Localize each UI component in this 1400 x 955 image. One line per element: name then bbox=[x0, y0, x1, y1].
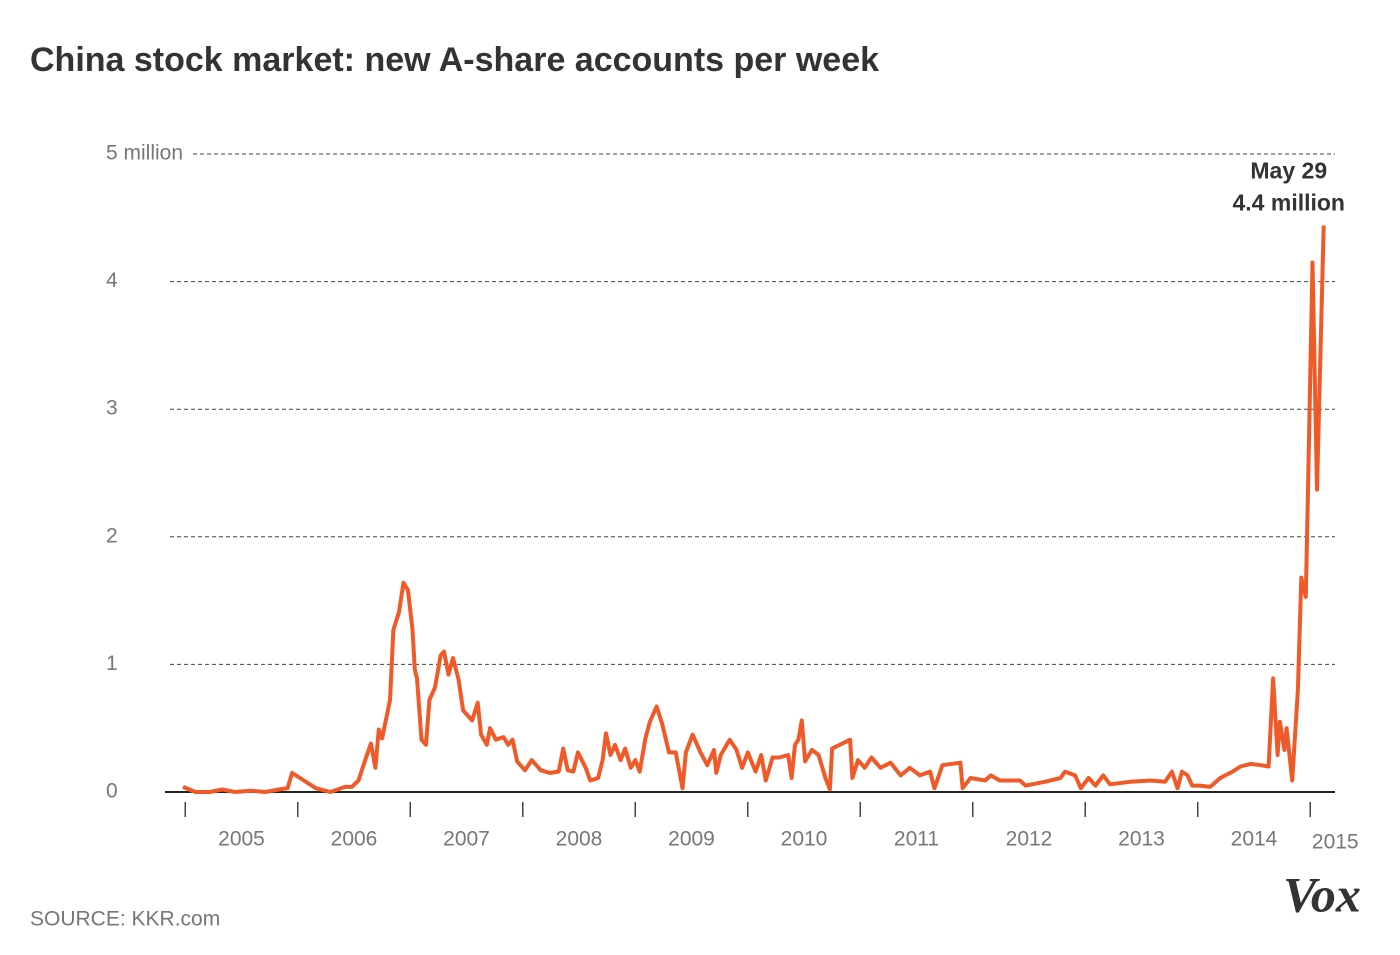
chart-title: China stock market: new A-share accounts… bbox=[30, 41, 879, 79]
x-tick-label: 2009 bbox=[668, 828, 715, 851]
x-tick-label: 2013 bbox=[1118, 828, 1165, 851]
y-tick-label: 3 bbox=[106, 397, 118, 420]
x-tick-label: 2010 bbox=[781, 828, 828, 851]
y-tick-label: 0 bbox=[106, 780, 118, 803]
x-tick-label: 2005 bbox=[218, 828, 265, 851]
annotation: 4.4 million bbox=[1233, 190, 1345, 216]
y-tick-label: 1 bbox=[106, 652, 118, 675]
annotation: May 29 bbox=[1250, 158, 1327, 184]
x-tick-label: 2015 bbox=[1312, 831, 1359, 854]
source: SOURCE: KKR.com bbox=[30, 908, 220, 931]
logo: Vox bbox=[1283, 866, 1361, 922]
x-tick-label: 2011 bbox=[894, 828, 939, 851]
x-tick-label: 2008 bbox=[556, 828, 603, 851]
data-line bbox=[182, 225, 1326, 794]
x-tick-label: 2014 bbox=[1231, 828, 1278, 851]
y-tick-label: 5 million bbox=[106, 142, 183, 165]
x-tick-label: 2007 bbox=[443, 828, 490, 851]
x-tick-label: 2012 bbox=[1006, 828, 1053, 851]
y-tick-label: 2 bbox=[106, 524, 118, 547]
x-tick-label: 2006 bbox=[331, 828, 378, 851]
y-tick-label: 4 bbox=[106, 269, 118, 292]
